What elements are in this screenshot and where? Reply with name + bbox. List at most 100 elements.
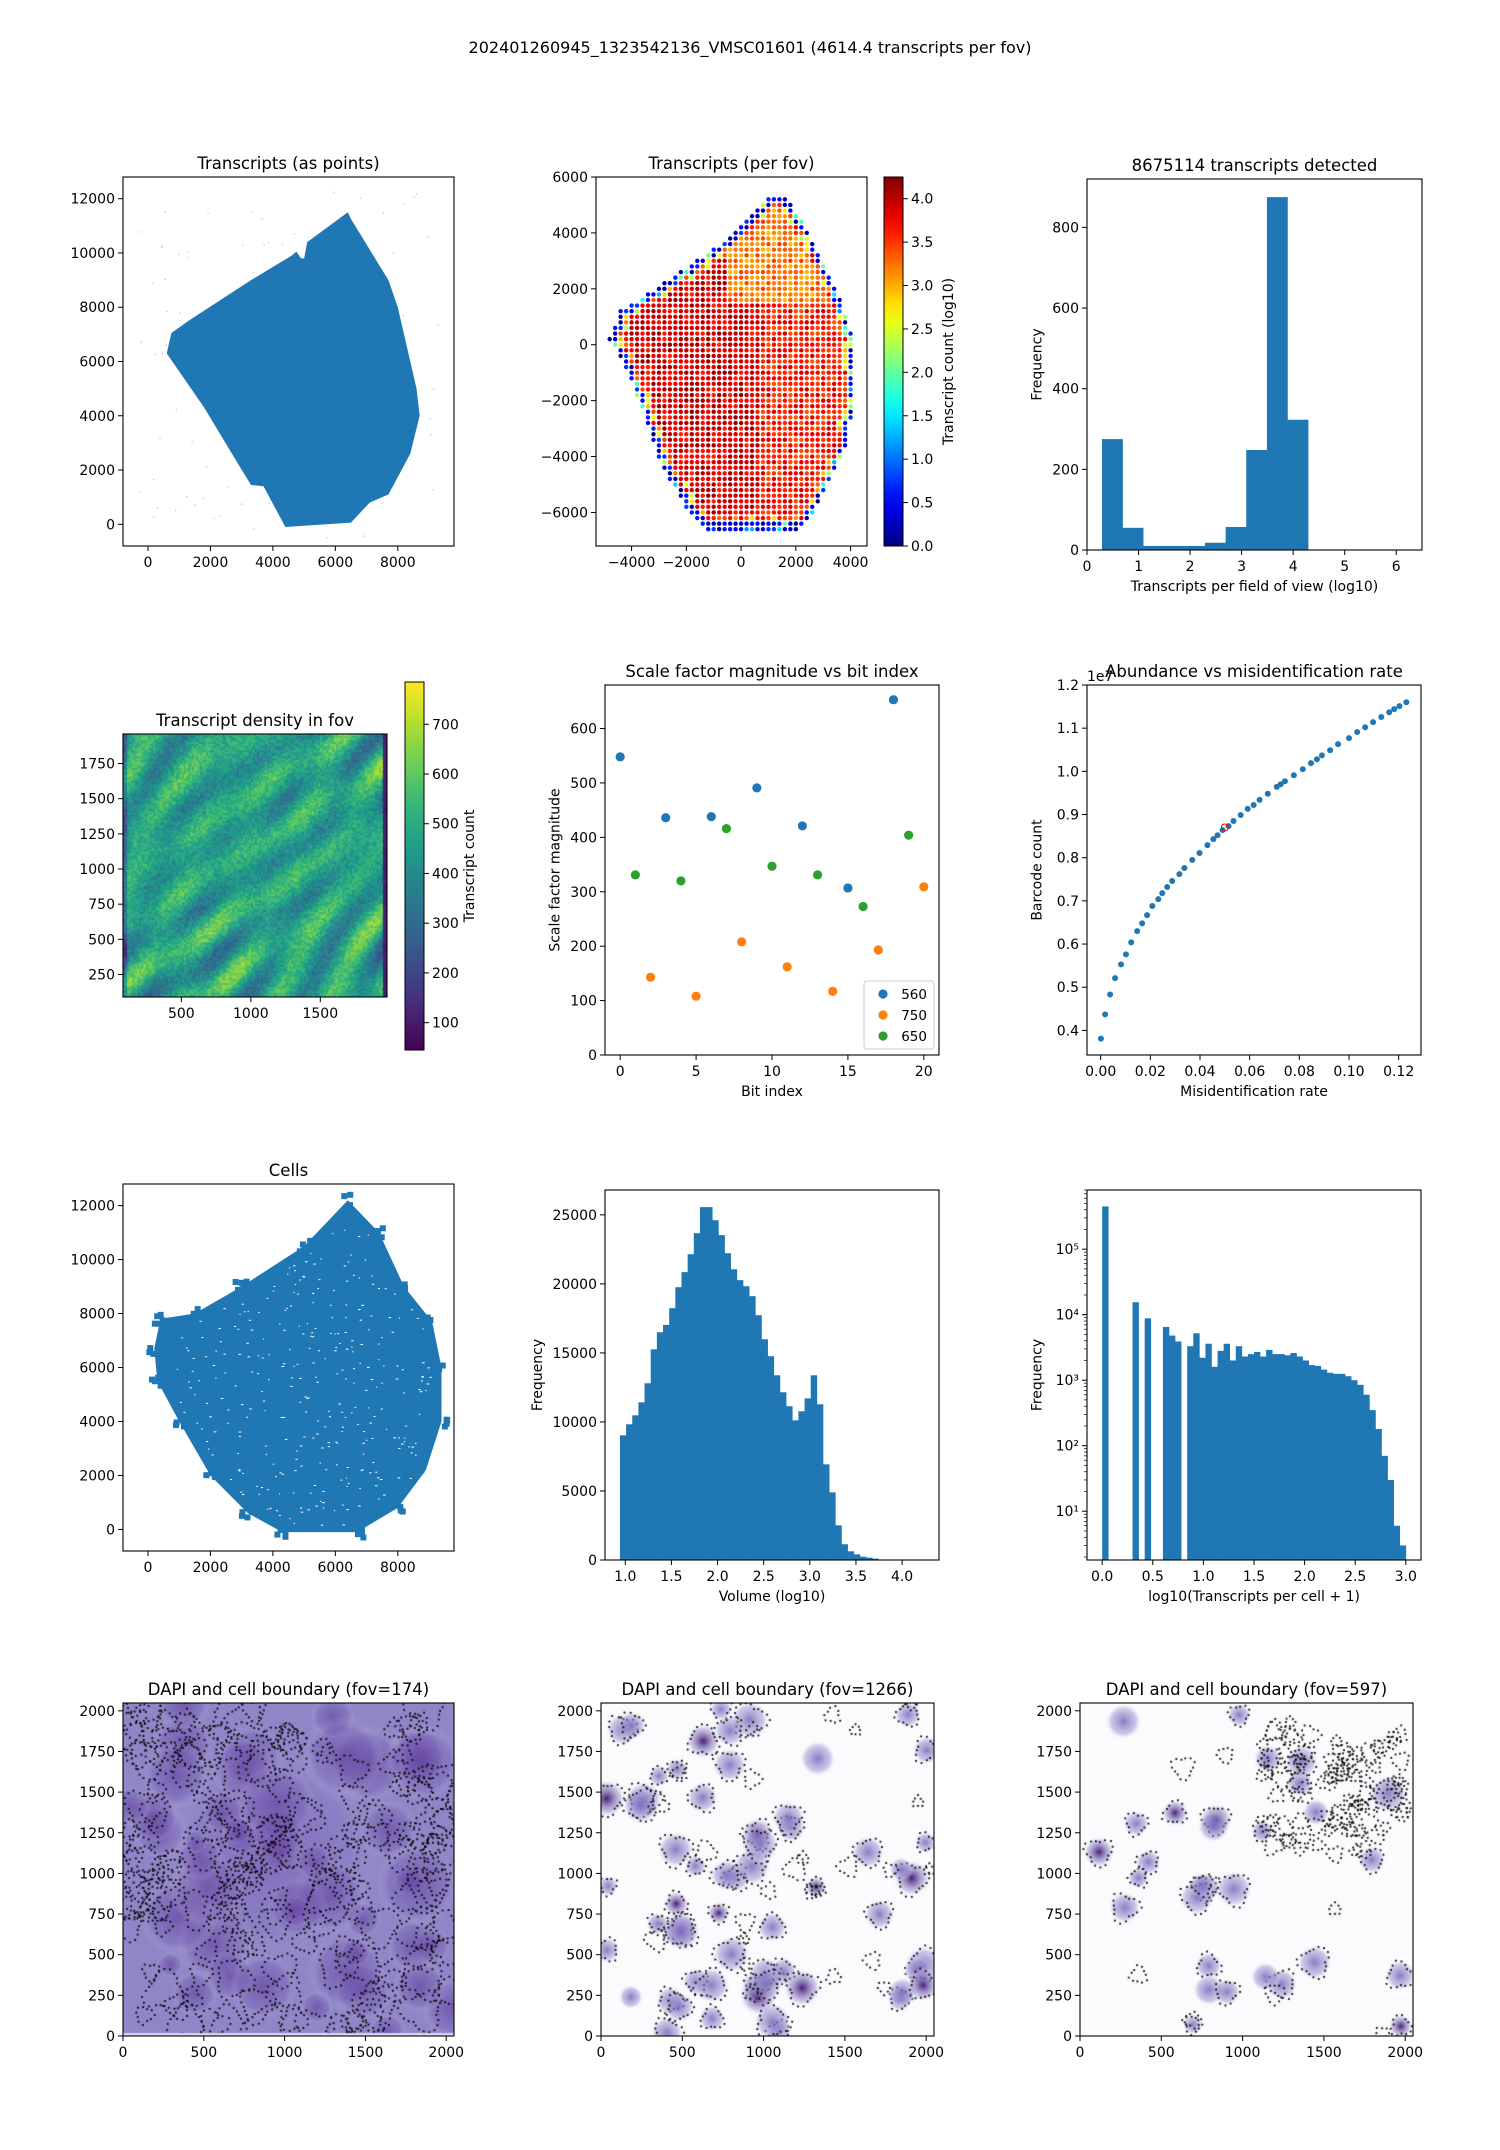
fov-dot <box>733 264 738 269</box>
fov-dot <box>821 398 826 403</box>
hist-bar <box>1241 1356 1249 1560</box>
fov-dot <box>793 515 799 521</box>
fov-dot <box>831 443 837 448</box>
fov-dot <box>804 487 809 493</box>
gap-mark <box>293 1265 296 1267</box>
fov-dot <box>755 404 760 409</box>
x-tick-label: 4000 <box>255 555 291 571</box>
fov-dot <box>716 415 722 420</box>
gap-mark <box>288 1267 291 1269</box>
fov-dot <box>706 275 711 280</box>
fov-dot <box>667 376 673 381</box>
fov-dot <box>755 437 760 442</box>
edge-cell-block <box>427 1316 434 1323</box>
fov-dot <box>700 387 705 392</box>
x-tick-label: 0 <box>616 1064 625 1080</box>
gap-mark <box>422 1328 424 1330</box>
fov-dot <box>777 320 782 325</box>
fov-dot <box>831 303 837 308</box>
scatter-point-750 <box>645 972 656 982</box>
fov-dot <box>656 370 662 375</box>
hist-bar <box>1363 1394 1370 1560</box>
fov-dot <box>722 454 727 459</box>
fov-dot <box>760 286 766 292</box>
fov-dot <box>815 292 820 297</box>
fov-dot <box>760 443 766 448</box>
gap-mark <box>320 1524 324 1526</box>
fov-dot <box>771 336 777 342</box>
x-tick-label: −4000 <box>608 555 655 571</box>
fov-dot <box>722 476 727 482</box>
gap-mark <box>381 1337 383 1339</box>
hist-bar <box>810 1375 818 1560</box>
fov-dot <box>804 359 809 364</box>
hist-bar <box>743 1286 750 1560</box>
fov-dot <box>733 342 738 347</box>
gap-mark <box>418 1389 421 1391</box>
gap-mark <box>299 1445 303 1447</box>
gap-mark <box>378 1343 380 1345</box>
fov-dot <box>711 297 716 303</box>
fov-dot <box>700 448 705 454</box>
fov-dot <box>667 398 673 403</box>
fov-dot <box>815 286 820 292</box>
gap-mark <box>329 1304 332 1306</box>
fov-dot <box>738 381 744 387</box>
gap-mark <box>223 1353 226 1355</box>
fov-dot <box>678 331 684 336</box>
y-tick-label: 10⁴ <box>1056 1308 1080 1324</box>
colorbar-tick-label: 600 <box>432 767 459 783</box>
edge-cell-block <box>397 1503 404 1510</box>
fov-dot <box>700 320 705 325</box>
fov-dot <box>684 286 689 292</box>
fov-dot <box>706 292 711 297</box>
fov-dot <box>771 281 777 286</box>
gap-mark <box>272 1463 275 1465</box>
fov-dot <box>689 482 695 487</box>
fov-dot <box>700 281 705 286</box>
fov-dot <box>793 392 799 398</box>
gap-mark <box>302 1275 305 1277</box>
colorbar-tick-label: 400 <box>432 866 459 882</box>
axes-panel-0: 0 2000 4000 6000 800002000400060008000100001… <box>70 154 455 571</box>
gap-mark <box>333 1290 335 1292</box>
fov-dot <box>777 431 782 437</box>
gap-mark <box>410 1309 414 1311</box>
fov-dot <box>651 431 656 437</box>
hist-bar <box>792 1420 799 1560</box>
y-tick-label: 10000 <box>70 1253 115 1269</box>
fov-dot <box>804 331 809 336</box>
fov-dot <box>700 364 705 370</box>
gap-mark <box>345 1378 347 1380</box>
fov-dot <box>777 476 782 482</box>
fov-dot <box>656 314 662 319</box>
scatter-point-650 <box>630 870 640 880</box>
fov-dot <box>727 297 733 303</box>
fov-dot <box>782 426 788 431</box>
fov-dot <box>744 286 749 292</box>
fov-dot <box>793 258 799 264</box>
fov-dot <box>684 336 689 342</box>
y-tick-label: 12000 <box>70 1199 115 1215</box>
scatter-point-750 <box>737 937 747 947</box>
fov-dot <box>810 398 815 403</box>
fov-dot <box>755 303 760 308</box>
fov-dot <box>810 336 815 342</box>
fov-dot <box>706 258 711 264</box>
fov-dot <box>700 258 705 264</box>
fov-dot <box>695 515 700 521</box>
fov-dot <box>700 336 705 342</box>
abundance-point <box>1164 884 1171 891</box>
edge-cell-block <box>307 1237 314 1244</box>
fov-dot <box>684 404 689 409</box>
fov-dot <box>793 521 799 526</box>
fov-dot <box>684 303 689 308</box>
fov-dot <box>738 336 744 342</box>
hist-bar <box>816 1404 824 1560</box>
fov-dot <box>727 515 733 521</box>
fov-dot <box>848 398 853 403</box>
gap-mark <box>261 1390 263 1392</box>
fov-dot <box>645 325 651 331</box>
fov-dot <box>673 482 678 487</box>
